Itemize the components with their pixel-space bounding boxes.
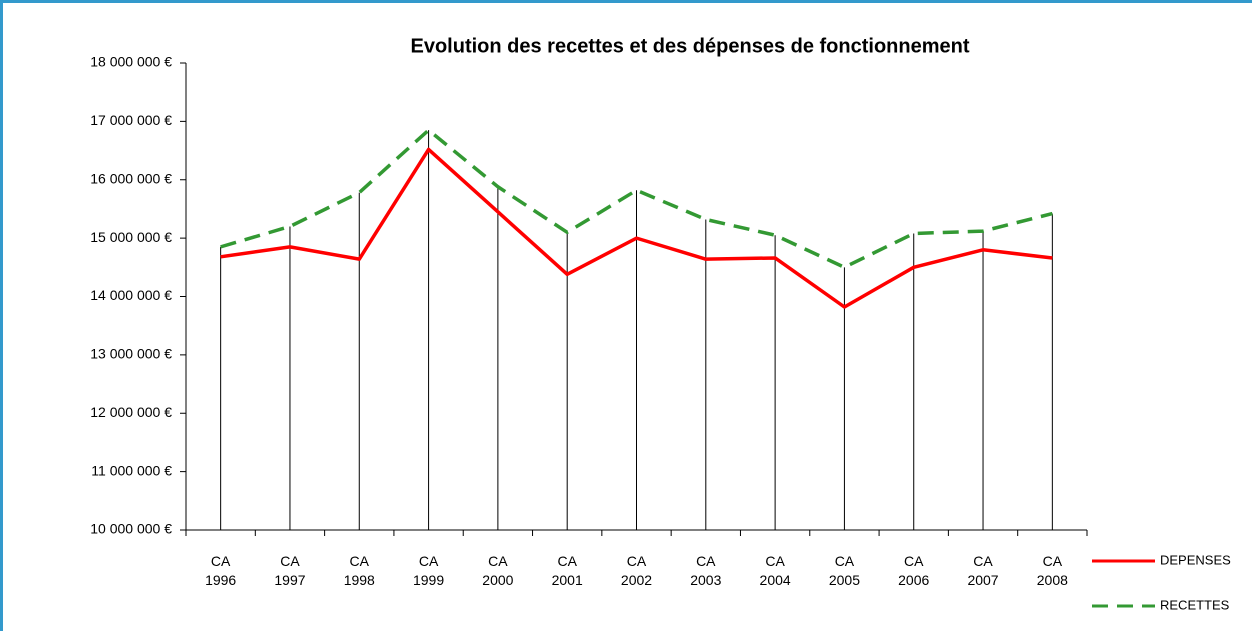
x-tick-label: CA 2003 — [690, 553, 722, 588]
x-tick-label: CA 1996 — [205, 553, 237, 588]
x-tick-label: CA 2000 — [482, 553, 514, 588]
x-tick-label: CA 2004 — [759, 553, 791, 588]
y-tick-label: 12 000 000 € — [90, 404, 172, 420]
x-tick-label: CA 2007 — [967, 553, 999, 588]
series-line — [220, 147, 1053, 309]
legend-label: RECETTES — [1160, 597, 1230, 612]
chart-title: Evolution des recettes et des dépenses d… — [410, 35, 969, 57]
x-tick-label: CA 2005 — [828, 553, 860, 588]
y-tick-label: 10 000 000 € — [90, 521, 172, 537]
x-tick-label: CA 2001 — [551, 553, 583, 588]
x-tick-label: CA 1997 — [274, 553, 306, 588]
x-tick-label: CA 2002 — [620, 553, 653, 588]
y-tick-label: 14 000 000 € — [90, 287, 172, 303]
y-tick-label: 15 000 000 € — [90, 229, 172, 245]
x-tick-label: CA 2006 — [898, 553, 930, 588]
y-tick-label: 13 000 000 € — [90, 346, 172, 362]
x-tick-label: CA 2008 — [1036, 553, 1068, 588]
y-tick-label: 17 000 000 € — [90, 112, 172, 128]
legend-label: DEPENSES — [1160, 552, 1231, 567]
x-tick-label: CA 1998 — [343, 553, 375, 588]
y-tick-label: 11 000 000 € — [91, 462, 172, 478]
x-tick-label: CA 1999 — [412, 553, 445, 588]
y-tick-label: 18 000 000 € — [90, 54, 172, 70]
y-tick-label: 16 000 000 € — [90, 170, 172, 186]
